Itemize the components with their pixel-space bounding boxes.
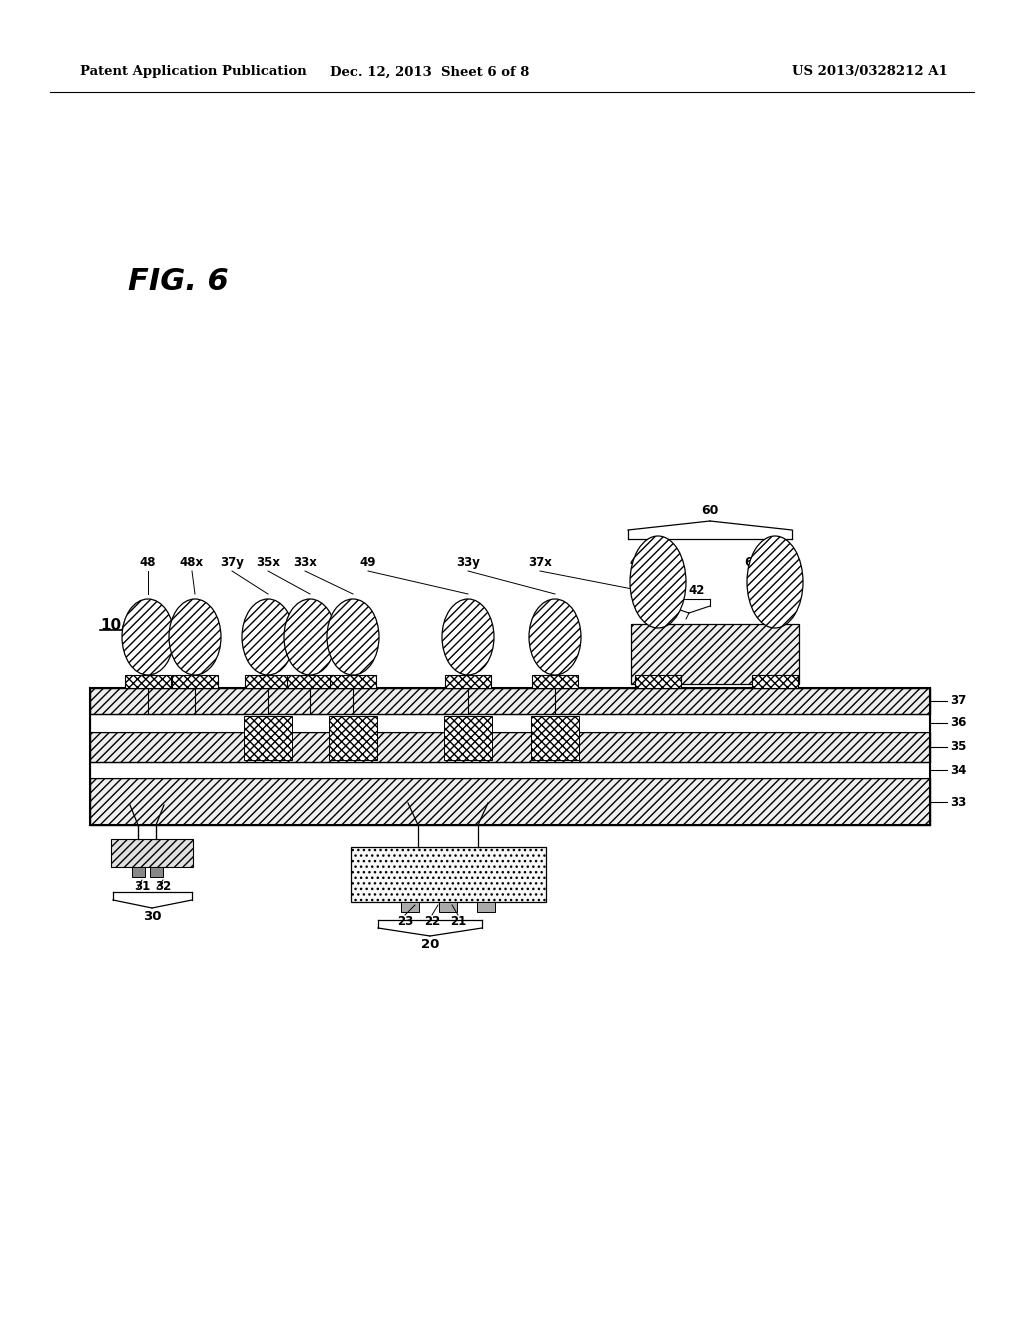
Bar (401, 902, 419, 912)
Ellipse shape (284, 599, 336, 675)
Bar (244, 715, 292, 760)
Text: 21: 21 (450, 915, 466, 928)
Ellipse shape (630, 536, 686, 628)
Text: 33x: 33x (293, 556, 317, 569)
Bar (752, 675, 798, 688)
Text: 32: 32 (155, 880, 171, 894)
Ellipse shape (327, 599, 379, 675)
Text: 35x: 35x (256, 556, 280, 569)
Bar (444, 715, 492, 760)
Bar (245, 675, 291, 688)
Bar (445, 675, 490, 688)
Bar (477, 902, 495, 912)
Ellipse shape (529, 599, 581, 675)
Text: 48: 48 (139, 556, 157, 569)
Ellipse shape (746, 536, 803, 628)
Bar (172, 675, 218, 688)
Text: 31: 31 (134, 880, 151, 894)
Bar (330, 675, 376, 688)
Text: FIG. 6: FIG. 6 (128, 268, 228, 297)
Text: 49: 49 (359, 556, 376, 569)
Bar (90, 733, 930, 762)
Text: 35: 35 (950, 741, 967, 754)
Text: 63: 63 (743, 556, 760, 569)
Text: 30: 30 (142, 909, 161, 923)
Bar (111, 840, 193, 867)
Text: US 2013/0328212 A1: US 2013/0328212 A1 (793, 66, 948, 78)
Text: 33y: 33y (456, 556, 480, 569)
Bar (351, 847, 546, 902)
Bar (287, 675, 333, 688)
Ellipse shape (442, 599, 494, 675)
Text: 61: 61 (770, 556, 786, 569)
Text: 37: 37 (950, 694, 967, 708)
Bar (125, 675, 171, 688)
Bar (132, 867, 145, 876)
Bar (150, 867, 163, 876)
Ellipse shape (122, 599, 174, 675)
Text: 37y: 37y (220, 556, 244, 569)
Ellipse shape (242, 599, 294, 675)
Bar (90, 714, 930, 733)
Bar (90, 688, 930, 714)
Bar (90, 777, 930, 825)
Bar (532, 675, 578, 688)
Bar (631, 624, 799, 684)
Text: Patent Application Publication: Patent Application Publication (80, 66, 307, 78)
Text: 41: 41 (652, 556, 669, 569)
Text: 23: 23 (397, 915, 413, 928)
Text: 44: 44 (630, 556, 646, 569)
Text: 42: 42 (689, 583, 706, 597)
Text: 34: 34 (950, 763, 967, 776)
Text: 37x: 37x (528, 556, 552, 569)
Bar (90, 762, 930, 777)
Bar (439, 902, 457, 912)
Text: Dec. 12, 2013  Sheet 6 of 8: Dec. 12, 2013 Sheet 6 of 8 (331, 66, 529, 78)
Text: 22: 22 (424, 915, 440, 928)
Text: 60: 60 (701, 504, 719, 517)
Text: 43: 43 (667, 583, 683, 597)
Bar (531, 715, 579, 760)
Bar (635, 675, 681, 688)
Text: 48x: 48x (180, 556, 204, 569)
Text: 36: 36 (950, 717, 967, 730)
Text: 20: 20 (421, 939, 439, 950)
Text: 10A: 10A (100, 618, 133, 632)
Text: 33: 33 (950, 796, 967, 808)
Bar (329, 715, 377, 760)
Ellipse shape (169, 599, 221, 675)
